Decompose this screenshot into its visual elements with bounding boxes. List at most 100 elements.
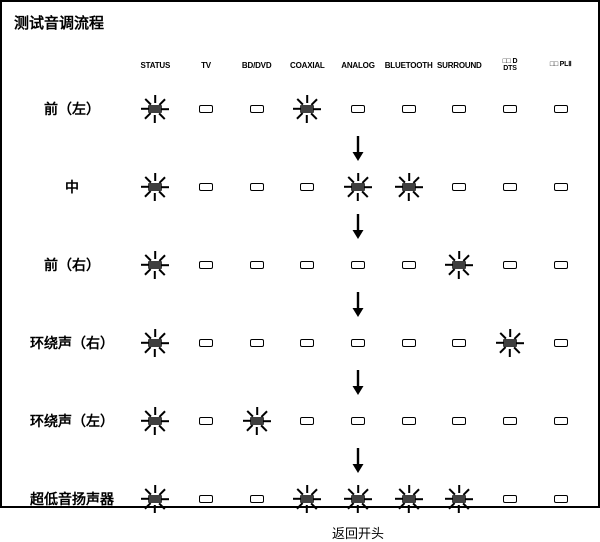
led-cell <box>383 165 434 209</box>
led-cell <box>282 165 333 209</box>
led-off-icon <box>452 183 466 191</box>
led-off-icon <box>199 417 213 425</box>
diagram-title: 测试音调流程 <box>14 12 586 33</box>
led-on-icon <box>148 261 162 269</box>
led-cell <box>535 399 586 443</box>
led-on-icon <box>300 105 314 113</box>
led-off-icon <box>250 105 264 113</box>
led-off-icon <box>554 495 568 503</box>
led-off-icon <box>250 183 264 191</box>
led-off-icon <box>250 261 264 269</box>
column-header: □□ DDTS <box>503 58 518 73</box>
led-off-icon <box>300 339 314 347</box>
led-cell <box>282 477 333 521</box>
led-on-icon <box>148 183 162 191</box>
led-off-icon <box>503 105 517 113</box>
led-off-icon <box>351 261 365 269</box>
led-cell <box>130 477 181 521</box>
led-cell <box>434 87 485 131</box>
led-cell <box>181 87 232 131</box>
row-label: 中 <box>65 177 79 197</box>
led-on-icon <box>300 495 314 503</box>
led-off-icon <box>250 495 264 503</box>
led-cell <box>333 243 384 287</box>
led-cell <box>181 321 232 365</box>
led-cell <box>383 87 434 131</box>
row-label: 前（右） <box>44 255 100 275</box>
arrow-down-icon <box>350 368 366 396</box>
led-cell <box>181 399 232 443</box>
led-cell <box>231 243 282 287</box>
led-cell <box>130 321 181 365</box>
led-off-icon <box>503 417 517 425</box>
led-cell <box>130 243 181 287</box>
test-tone-sequence-diagram: 测试音调流程 STATUS TV BD/DVD COAXIAL ANALOG BLUETO… <box>0 0 600 508</box>
led-off-icon <box>402 417 416 425</box>
led-off-icon <box>554 183 568 191</box>
led-cell <box>485 87 536 131</box>
led-on-icon <box>148 417 162 425</box>
led-cell <box>434 321 485 365</box>
led-off-icon <box>503 495 517 503</box>
led-off-icon <box>402 261 416 269</box>
led-off-icon <box>351 105 365 113</box>
led-off-icon <box>199 495 213 503</box>
arrow-down-icon <box>350 446 366 474</box>
column-header: □□ PLⅡ <box>550 61 572 68</box>
led-on-icon <box>402 495 416 503</box>
led-off-icon <box>554 339 568 347</box>
led-on-icon <box>351 495 365 503</box>
led-cell <box>535 477 586 521</box>
row-label: 超低音扬声器 <box>30 489 114 509</box>
led-cell <box>333 87 384 131</box>
led-cell <box>485 321 536 365</box>
led-cell <box>130 399 181 443</box>
led-cell <box>383 399 434 443</box>
led-off-icon <box>554 105 568 113</box>
led-cell <box>434 399 485 443</box>
led-off-icon <box>452 339 466 347</box>
led-cell <box>434 477 485 521</box>
led-off-icon <box>199 339 213 347</box>
led-off-icon <box>452 417 466 425</box>
row-label: 环绕声（右） <box>30 333 114 353</box>
led-off-icon <box>199 261 213 269</box>
led-cell <box>231 399 282 443</box>
led-cell <box>181 165 232 209</box>
led-cell <box>282 87 333 131</box>
led-on-icon <box>503 339 517 347</box>
led-off-icon <box>554 261 568 269</box>
led-cell <box>535 87 586 131</box>
led-cell <box>485 165 536 209</box>
led-cell <box>485 477 536 521</box>
led-cell <box>181 243 232 287</box>
led-off-icon <box>503 261 517 269</box>
led-off-icon <box>402 105 416 113</box>
led-cell <box>383 477 434 521</box>
led-cell <box>333 399 384 443</box>
led-cell <box>383 243 434 287</box>
column-header: BLUETOOTH <box>385 61 433 70</box>
footer-return-label: 返回开头 <box>282 521 434 542</box>
led-cell <box>333 165 384 209</box>
led-cell <box>181 477 232 521</box>
column-header: COAXIAL <box>290 61 325 70</box>
column-header: ANALOG <box>341 61 374 70</box>
led-cell <box>130 87 181 131</box>
column-header: BD/DVD <box>242 61 271 70</box>
led-on-icon <box>148 339 162 347</box>
led-cell <box>231 165 282 209</box>
led-off-icon <box>452 105 466 113</box>
column-header: TV <box>201 61 211 70</box>
led-off-icon <box>503 183 517 191</box>
led-cell <box>485 399 536 443</box>
led-cell <box>535 243 586 287</box>
led-cell <box>282 321 333 365</box>
arrow-down-icon <box>350 212 366 240</box>
column-header: STATUS <box>141 61 171 70</box>
led-on-icon <box>402 183 416 191</box>
led-cell <box>535 165 586 209</box>
led-cell <box>231 87 282 131</box>
led-cell <box>231 477 282 521</box>
led-on-icon <box>351 183 365 191</box>
